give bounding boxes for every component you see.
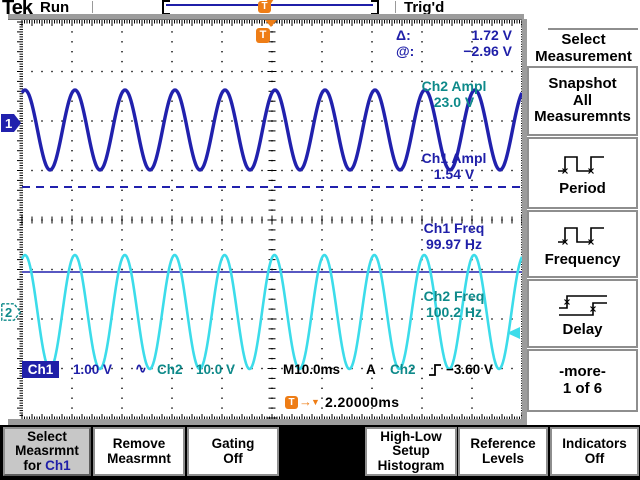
frequency-icon [557, 226, 604, 245]
menu-item-line: Snapshot [548, 75, 617, 93]
topbar-separator [92, 1, 93, 13]
menu-item-label: Delay [562, 321, 603, 339]
ch1-marker-flag [1, 114, 21, 132]
cursor-readout: Δ: 1.72 V @: −2.96 V [396, 27, 512, 59]
button-line: Measrmnt [15, 443, 79, 459]
menu-item-snapshot-all-measurements[interactable]: Snapshot All Measuremnts [527, 66, 638, 136]
side-menu-title-rule [548, 28, 638, 30]
cursor-at-row: @: −2.96 V [396, 43, 512, 59]
ch2-scale-label: Ch2 [157, 362, 183, 377]
ch1-coupling-icon: ∿ [135, 360, 147, 376]
measurement-value: 23.0 V [433, 93, 475, 110]
button-select-measrmnt-for-ch1[interactable]: Select Measrmnt for Ch1 [3, 427, 91, 476]
screen-frame-bottom [8, 419, 527, 425]
button-line: High-Low [380, 428, 442, 444]
delay-pointer-icon: ▼ [311, 397, 320, 407]
measurement-value: 100.2 Hz [425, 303, 483, 320]
button-indicators-off[interactable]: Indicators Off [550, 427, 639, 476]
button-line: Setup [392, 443, 430, 459]
ch1-marker-label: 1 [5, 116, 12, 131]
trigger-mode-readout: A [366, 362, 376, 377]
measurement-ch2-ampl: Ch2 Ampl 23.0 V [398, 78, 510, 110]
button-line: Select [27, 428, 67, 444]
button-high-low-setup-histogram[interactable]: High-Low Setup Histogram [365, 427, 457, 476]
ch2-marker-flag [1, 303, 22, 321]
button-line: Levels [481, 450, 525, 466]
menu-item-label: Frequency [544, 250, 621, 268]
side-menu-title: Select Measurement [527, 31, 640, 65]
menu-item-delay[interactable]: Delay [527, 279, 638, 348]
trigger-position-pointer-icon [266, 0, 274, 5]
menu-item-line: -more- [559, 363, 606, 380]
button-line: Off [584, 450, 605, 466]
button-line: Remove [112, 436, 166, 451]
ch1-scale-badge: Ch1 [22, 361, 59, 378]
button-channel-accent: Ch1 [45, 457, 71, 473]
menu-item-line: Measuremnts [534, 108, 631, 126]
side-menu-title-line1: Select [561, 31, 606, 48]
topbar-separator [395, 1, 396, 13]
ch2-marker-label: 2 [5, 305, 12, 320]
measurement-label: Ch2 Ampl [421, 78, 487, 94]
acquisition-status: Run [40, 0, 70, 16]
ch2-ground-marker[interactable]: 2 [1, 303, 22, 322]
button-line: Measrmnt [107, 450, 171, 466]
bottom-menu-strip: Select Measrmnt for Ch1 Remove Measrmnt … [0, 425, 640, 480]
side-menu-title-line2: Measurement [535, 48, 632, 65]
button-reference-levels[interactable]: Reference Levels [458, 427, 548, 476]
trigger-slope-rising-icon [429, 364, 441, 376]
trigger-status: Trig'd [404, 0, 445, 16]
cursor-at-label: @: [396, 43, 415, 59]
trigger-level-readout: −3.60 V [446, 362, 493, 377]
measurement-ch1-ampl: Ch1 Ampl 1.54 V [398, 150, 510, 182]
cursor-delta-row: Δ: 1.72 V [396, 27, 512, 43]
ch1-ground-marker[interactable]: 1 [1, 114, 22, 133]
timebase-readout: M10.0ms [283, 362, 341, 377]
button-line: for Ch1 [23, 457, 71, 473]
button-line: Off [223, 450, 243, 466]
measurement-label: Ch1 Freq [423, 220, 485, 236]
menu-item-label: Period [559, 179, 606, 197]
cursor-delta-value: 1.72 V [471, 27, 512, 43]
record-view-left-bracket [162, 0, 170, 15]
delay-time-readout: 2.20000ms [325, 394, 400, 410]
cursor-delta-label: Δ: [396, 27, 411, 43]
button-line: Indicators [562, 436, 627, 451]
measurement-ch1-freq: Ch1 Freq 99.97 Hz [398, 220, 510, 252]
button-line: Histogram [377, 457, 445, 473]
cursor-at-value: −2.96 V [463, 43, 512, 59]
measurement-value: 99.97 Hz [425, 235, 483, 252]
trigger-level-arrow-icon[interactable] [507, 327, 520, 339]
measurement-ch2-freq: Ch2 Freq 100.2 Hz [398, 288, 510, 320]
button-remove-measrmnt[interactable]: Remove Measrmnt [93, 427, 185, 476]
ch1-volts-per-div: 1.00 V [73, 362, 113, 377]
menu-item-more[interactable]: -more- 1 of 6 [527, 349, 638, 412]
delay-arrow-icon: → [299, 394, 312, 409]
button-line: Gating [211, 436, 255, 451]
measurement-label: Ch1 Ampl [421, 150, 487, 166]
screen-frame-right [522, 19, 527, 422]
record-view-right-bracket [371, 0, 379, 15]
screen-frame-top [8, 14, 524, 20]
delay-icon [558, 295, 607, 317]
ch2-volts-per-div: 10.0 V [196, 362, 236, 377]
delay-t-icon: T [285, 396, 298, 409]
menu-item-period[interactable]: Period [527, 137, 638, 209]
measurement-value: 1.54 V [433, 165, 475, 182]
period-icon [557, 155, 604, 174]
measurement-label: Ch2 Freq [423, 288, 485, 304]
menu-item-line: 1 of 6 [562, 379, 603, 397]
trigger-position-t-icon[interactable]: T [256, 28, 270, 43]
trigger-position-arrow-icon[interactable] [265, 20, 277, 27]
button-line: Reference [470, 436, 536, 451]
button-gating-off[interactable]: Gating Off [187, 427, 279, 476]
menu-item-frequency[interactable]: Frequency [527, 210, 638, 278]
trigger-source-readout: Ch2 [390, 362, 416, 377]
menu-item-line: All [572, 91, 593, 109]
